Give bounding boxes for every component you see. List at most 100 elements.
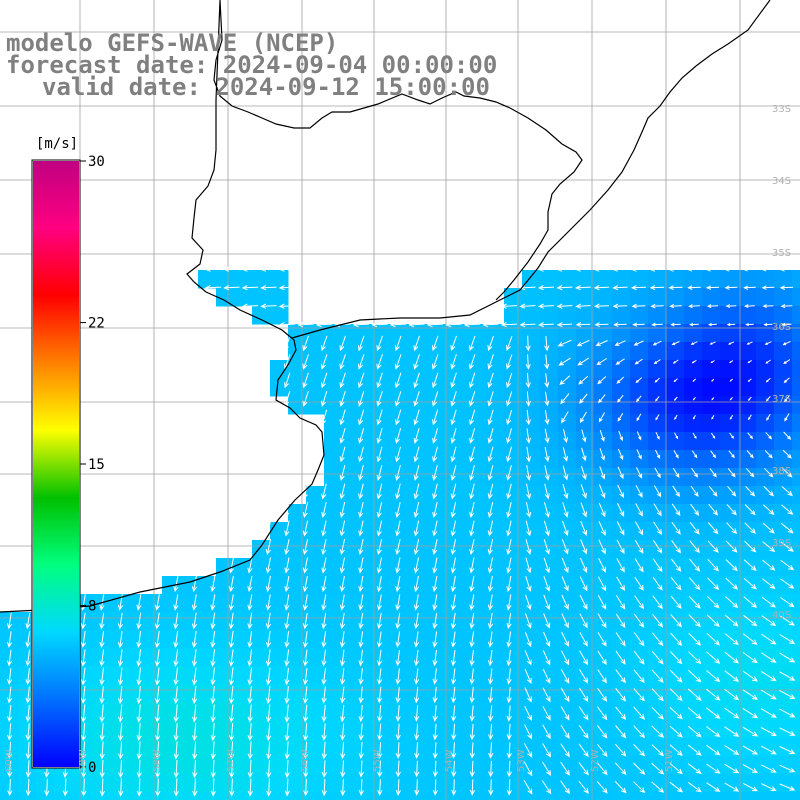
coastline [0,0,771,613]
wind-arrow [761,615,777,627]
wind-arrow [672,359,679,364]
wind-arrow [358,557,364,574]
wind-cell [522,702,541,721]
wind-arrow [537,285,555,291]
wind-arrow [597,613,607,629]
wind-arrow [598,502,606,518]
wind-arrow [450,409,457,426]
wind-arrow [377,779,383,796]
wind-arrow [284,372,291,389]
wind-arrow [597,650,607,666]
wind-arrow [542,668,551,684]
wind-cell [324,468,343,487]
wind-cell [324,702,343,721]
wind-arrow [358,723,364,741]
wind-arrow [709,468,717,478]
wind-arrow [672,485,680,498]
wind-arrow [154,631,161,649]
wind-cell [576,774,595,793]
wind-arrow [525,372,531,389]
wind-arrow [669,688,683,702]
wind-arrow [266,722,272,742]
wind-cell [126,720,145,739]
wind-cell [342,756,361,775]
wind-arrow [450,612,457,630]
wind-cell [378,396,397,415]
wind-cell [252,774,271,793]
wind-cell [792,666,800,685]
wind-arrow [633,781,646,794]
wind-arrow [487,335,494,352]
wind-arrow [339,464,346,482]
wind-arrow [544,373,550,388]
wind-cell [666,396,685,415]
wind-cell [630,684,649,703]
wind-cell [648,450,667,469]
wind-arrow [394,335,402,352]
wind-cell [540,342,559,361]
wind-cell [720,414,739,433]
wind-arrow [779,671,796,681]
wind-arrow [80,686,87,705]
wind-cell [504,774,523,793]
wind-arrow [744,504,756,516]
wind-cell [144,594,163,613]
wind-cell [756,756,775,775]
wind-arrow [728,450,735,459]
wind-arrow [560,743,570,758]
wind-arrow [488,668,494,685]
wind-cell [342,558,361,577]
wind-cell [378,486,397,505]
wind-arrow [674,414,678,420]
wind-cell [666,270,685,289]
wind-cell [108,702,127,721]
wind-arrow [413,631,420,648]
wind-cell [414,522,433,541]
wind-arrow [118,722,124,742]
wind-arrow [450,594,457,611]
wind-arrow [688,577,701,591]
wind-cell [522,594,541,613]
wind-arrow [506,631,512,648]
wind-cell [774,342,793,361]
wind-arrow [633,706,646,720]
wind-cell [468,360,487,379]
wind-arrow [389,322,407,328]
wind-arrow [154,685,161,705]
wind-arrow [689,540,700,554]
wind-arrow [614,340,626,346]
wind-arrow [655,396,660,402]
wind-cell [252,576,271,595]
wind-arrow [506,483,512,500]
wind-cell [738,504,757,523]
wind-arrow [340,723,346,741]
wind-arrow [596,743,608,757]
wind-arrow [706,595,720,609]
wind-cell [630,396,649,415]
wind-arrow [395,649,401,667]
wind-cell [306,360,325,379]
wind-arrow [634,558,644,573]
wind-cell [342,666,361,685]
wind-arrow [136,612,142,630]
wind-cell [324,558,343,577]
wind-cell [756,432,775,451]
wind-cell [702,540,721,559]
wind-cell [792,504,800,523]
wind-cell [324,684,343,703]
wind-cell [702,666,721,685]
wind-arrow [651,706,664,720]
wind-arrow [432,705,438,722]
wind-arrow [284,557,290,574]
wind-cell [342,684,361,703]
wind-cell [414,792,433,800]
wind-arrow [376,446,383,463]
wind-arrow [652,632,664,647]
wind-cell [234,630,253,649]
latitude-label: 39S [772,538,791,549]
wind-arrow [223,266,240,272]
wind-cell [18,792,37,800]
wind-arrow [352,322,370,328]
wind-arrow [469,538,475,556]
wind-cell [126,702,145,721]
